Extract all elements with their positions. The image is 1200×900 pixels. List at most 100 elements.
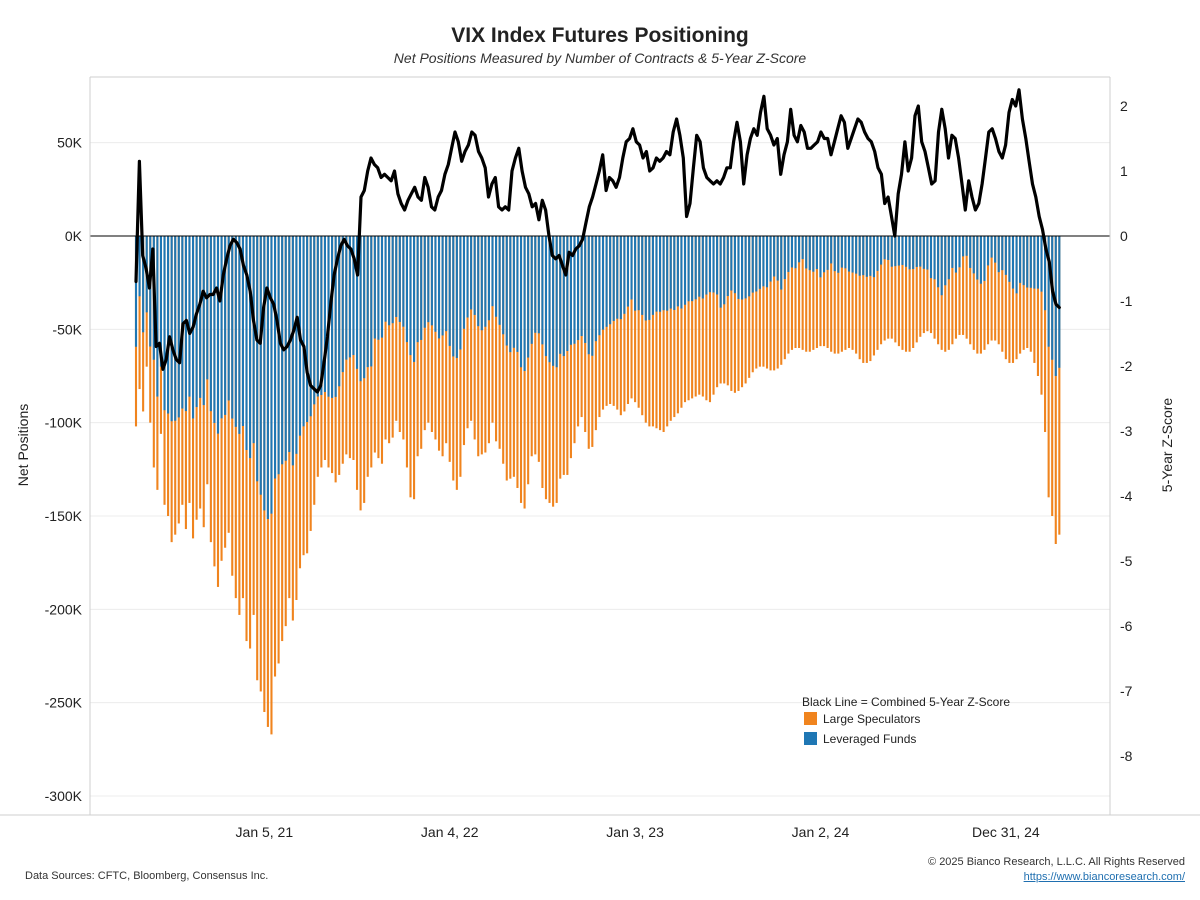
bar-leveraged-funds <box>466 236 469 318</box>
bar-large-speculators <box>1004 236 1007 360</box>
bar-large-speculators <box>530 236 533 457</box>
bar-large-speculators <box>666 236 669 427</box>
bar-leveraged-funds <box>737 236 740 299</box>
bar-leveraged-funds <box>149 236 152 347</box>
bar-large-speculators <box>962 236 965 335</box>
y2-tick-label: 1 <box>1120 163 1128 179</box>
bar-leveraged-funds <box>655 236 658 312</box>
bar-leveraged-funds <box>876 236 879 271</box>
bar-large-speculators <box>833 236 836 354</box>
bar-leveraged-funds <box>413 236 416 362</box>
bar-large-speculators <box>1008 236 1011 363</box>
bar-leveraged-funds <box>252 236 255 444</box>
axes: 50K 0K -50K -100K -150K -200K -250K -300K 2 1 0 -1 -… <box>0 76 1200 840</box>
bar-large-speculators <box>776 236 779 369</box>
bar-large-speculators <box>976 236 979 354</box>
bar-leveraged-funds <box>783 236 786 280</box>
bar-large-speculators <box>427 236 430 423</box>
bar-leveraged-funds <box>616 236 619 319</box>
bar-large-speculators <box>751 236 754 373</box>
bar-large-speculators <box>858 236 861 360</box>
bar-leveraged-funds <box>922 236 925 269</box>
bar-large-speculators <box>1047 236 1050 498</box>
y-axis-label: Net Positions <box>15 404 31 486</box>
bar-leveraged-funds <box>741 236 744 300</box>
bar-leveraged-funds <box>972 236 975 274</box>
bar-large-speculators <box>637 236 640 408</box>
bar-large-speculators <box>402 236 405 440</box>
y2-tick-label: -6 <box>1120 618 1133 634</box>
bar-leveraged-funds <box>830 236 833 264</box>
bar-large-speculators <box>869 236 872 362</box>
bar-leveraged-funds <box>420 236 423 340</box>
bar-large-speculators <box>498 236 501 449</box>
bar-leveraged-funds <box>206 236 209 380</box>
y2-tick-label: -2 <box>1120 358 1133 374</box>
bar-leveraged-funds <box>331 236 334 398</box>
bar-leveraged-funds <box>320 236 323 396</box>
y-tick-label: 50K <box>57 135 83 151</box>
bar-leveraged-funds <box>840 236 843 268</box>
bar-leveraged-funds <box>890 236 893 267</box>
bar-large-speculators <box>929 236 933 334</box>
bar-leveraged-funds <box>598 236 601 336</box>
bar-leveraged-funds <box>794 236 797 269</box>
bar-large-speculators <box>765 236 769 369</box>
bar-large-speculators <box>819 236 822 347</box>
bar-large-speculators <box>423 236 426 431</box>
bar-large-speculators <box>1015 236 1018 360</box>
bar-leveraged-funds <box>437 236 441 339</box>
bar-leveraged-funds <box>872 236 876 278</box>
bar-leveraged-funds <box>345 236 348 360</box>
bar-leveraged-funds <box>694 236 697 300</box>
bar-leveraged-funds <box>894 236 897 267</box>
bar-leveraged-funds <box>819 236 822 278</box>
bar-large-speculators <box>380 236 384 464</box>
bar-leveraged-funds <box>234 236 237 427</box>
bar-leveraged-funds <box>377 236 380 340</box>
bar-leveraged-funds <box>256 236 259 482</box>
bar-leveraged-funds <box>348 236 351 358</box>
bar-leveraged-funds <box>552 236 555 366</box>
bar-large-speculators <box>416 236 419 457</box>
bar-leveraged-funds <box>1004 236 1007 275</box>
bar-leveraged-funds <box>462 236 466 329</box>
bar-leveraged-funds <box>776 236 779 281</box>
bar-leveraged-funds <box>1022 236 1025 286</box>
bar-large-speculators <box>409 236 412 498</box>
website-link[interactable]: https://www.biancoresearch.com/ <box>1023 871 1185 883</box>
bar-leveraged-funds <box>480 236 483 331</box>
legend-swatch-leveraged-funds <box>804 732 817 745</box>
y-tick-label: -150K <box>45 508 83 524</box>
bar-large-speculators <box>559 236 562 479</box>
bar-leveraged-funds <box>405 236 408 343</box>
bar-leveraged-funds <box>847 236 851 272</box>
bar-leveraged-funds <box>423 236 426 328</box>
bar-leveraged-funds <box>787 236 790 272</box>
bar-leveraged-funds <box>1019 236 1022 283</box>
bar-large-speculators <box>723 236 726 384</box>
bar-large-speculators <box>641 236 644 416</box>
bar-leveraged-funds <box>605 236 608 327</box>
x-tick-label: Jan 4, 22 <box>421 824 479 840</box>
bar-leveraged-funds <box>862 236 865 276</box>
bar-large-speculators <box>922 236 925 334</box>
bar-large-speculators <box>527 236 530 485</box>
bar-leveraged-funds <box>673 236 676 310</box>
bar-large-speculators <box>395 236 398 421</box>
bar-large-speculators <box>969 236 972 345</box>
bar-large-speculators <box>755 236 758 369</box>
bar-leveraged-funds <box>623 236 626 314</box>
bar-leveraged-funds <box>519 236 523 368</box>
bar-leveraged-funds <box>976 236 979 280</box>
bar-large-speculators <box>701 236 704 397</box>
bar-large-speculators <box>773 236 776 371</box>
bar-leveraged-funds <box>174 236 177 421</box>
bar-large-speculators <box>897 236 900 347</box>
bar-leveraged-funds <box>487 236 490 321</box>
legend: Black Line = Combined 5-Year Z-Score Lar… <box>802 695 1010 746</box>
bar-large-speculators <box>1033 236 1036 363</box>
bar-large-speculators <box>466 236 469 429</box>
bar-leveraged-funds <box>559 236 562 354</box>
bar-large-speculators <box>430 236 433 433</box>
